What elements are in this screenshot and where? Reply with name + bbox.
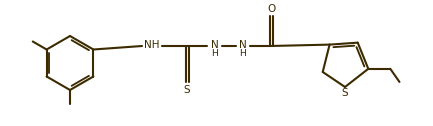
Text: NH: NH	[144, 40, 160, 50]
Text: O: O	[267, 4, 275, 14]
Text: N: N	[239, 40, 247, 50]
Text: H: H	[239, 50, 246, 58]
Text: S: S	[184, 85, 191, 95]
Text: N: N	[211, 40, 219, 50]
Text: H: H	[212, 50, 218, 58]
Text: S: S	[342, 88, 348, 98]
